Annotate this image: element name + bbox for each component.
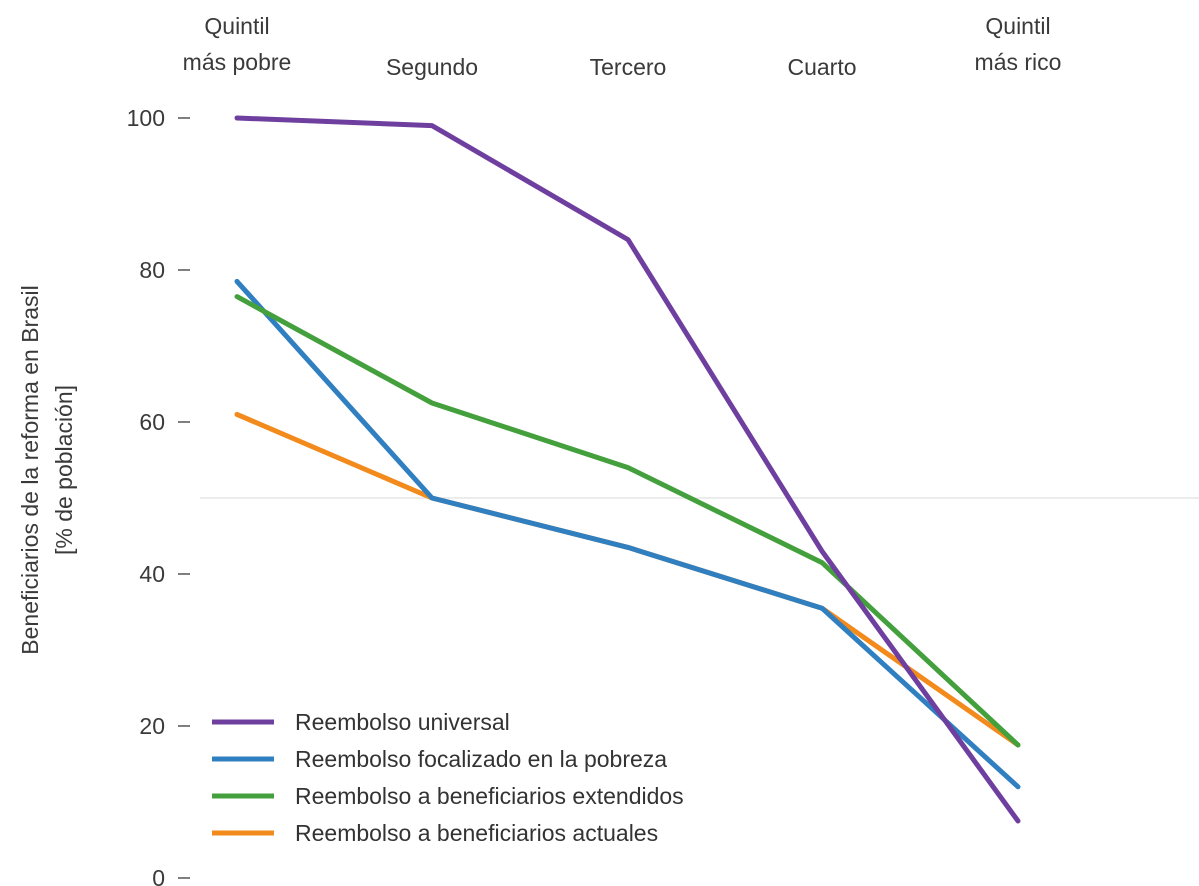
category-label: Segundo <box>386 54 478 80</box>
y-tick-label: 0 <box>152 865 165 886</box>
y-tick-label: 80 <box>139 257 165 283</box>
y-tick-label: 60 <box>139 409 165 435</box>
category-label: Quintil más pobre <box>183 13 292 75</box>
series-lines <box>234 115 1021 824</box>
legend-label: Reembolso a beneficiarios extendidos <box>295 783 684 809</box>
y-tick-label: 40 <box>139 561 165 587</box>
y-axis-title: Beneficiarios de la reforma en Brasil [% … <box>17 285 77 654</box>
category-label: Cuarto <box>787 54 856 80</box>
series-line <box>234 411 1021 748</box>
category-labels: Quintil más pobre Segundo Tercero Cuarto Quin… <box>183 13 1062 80</box>
y-tick-label: 20 <box>139 713 165 739</box>
legend-label: Reembolso universal <box>295 709 510 735</box>
series-line <box>234 115 1021 824</box>
y-axis: 0 20 40 60 80 100 <box>127 105 190 886</box>
legend-label: Reembolso focalizado en la pobreza <box>295 746 667 772</box>
y-tick-label: 100 <box>127 105 165 131</box>
series-line <box>234 278 1021 790</box>
y-axis-label: Beneficiarios de la reforma en Brasil [% … <box>17 285 77 654</box>
series-line <box>234 294 1021 748</box>
category-label: Tercero <box>590 54 667 80</box>
legend-label: Reembolso a beneficiarios actuales <box>295 820 658 846</box>
category-label: Quintil más rico <box>975 13 1062 75</box>
legend: Reembolso universal Reembolso focalizado … <box>212 709 684 846</box>
